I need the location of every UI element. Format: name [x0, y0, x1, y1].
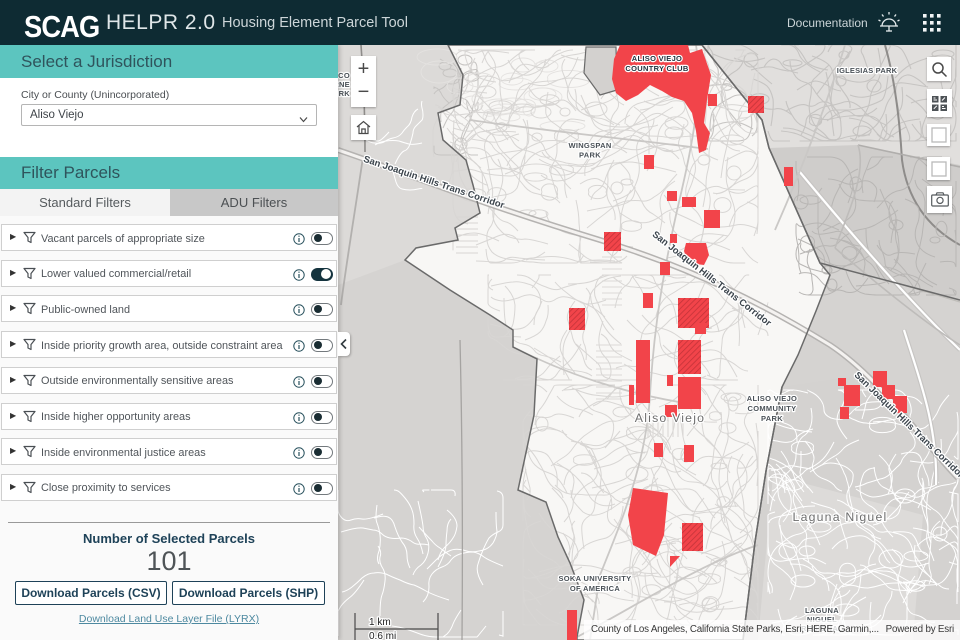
svg-text:CO: CO	[338, 71, 350, 80]
svg-text:1 km: 1 km	[369, 617, 391, 628]
svg-text:Aliso Viejo: Aliso Viejo	[635, 411, 705, 425]
svg-text:OF AMERICA: OF AMERICA	[570, 584, 621, 593]
svg-text:LAGUNA: LAGUNA	[805, 606, 839, 615]
svg-text:PARK: PARK	[579, 151, 601, 160]
svg-text:PARK: PARK	[761, 414, 783, 423]
svg-text:NIGUEL: NIGUEL	[807, 615, 837, 624]
svg-text:COMMUNITY: COMMUNITY	[748, 404, 797, 413]
svg-text:ALISO VIEJO: ALISO VIEJO	[632, 54, 682, 63]
svg-text:WINGSPAN: WINGSPAN	[568, 141, 611, 150]
svg-text:RNE: RNE	[338, 80, 350, 89]
svg-text:RK: RK	[339, 89, 351, 98]
svg-text:IGLESIAS PARK: IGLESIAS PARK	[837, 66, 898, 75]
svg-text:SOKA UNIVERSITY: SOKA UNIVERSITY	[559, 574, 632, 583]
svg-text:0.6 mi: 0.6 mi	[369, 631, 396, 640]
svg-text:ALISO VIEJO: ALISO VIEJO	[747, 394, 797, 403]
svg-text:COUNTRY CLUB: COUNTRY CLUB	[625, 64, 688, 73]
svg-text:Laguna Niguel: Laguna Niguel	[793, 510, 888, 524]
